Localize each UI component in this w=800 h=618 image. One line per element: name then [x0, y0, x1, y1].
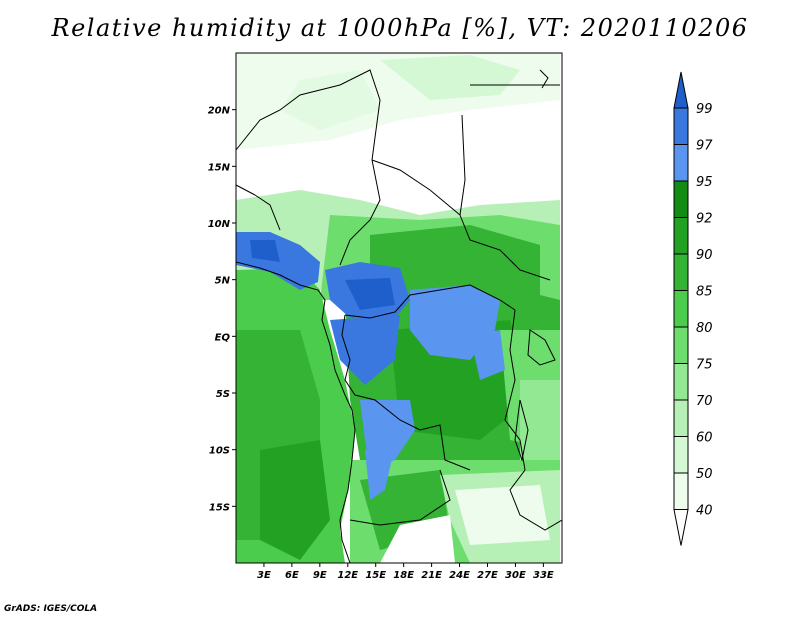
colorbar-segment	[673, 399, 689, 437]
colorbar-segment	[673, 253, 689, 291]
longitude-axis: 3E 6E 9E 12E 15E 18E 21E 24E 27E 30E 33E	[257, 563, 554, 581]
colorbar-label: 97	[696, 139, 713, 154]
lon-label: 6E	[285, 570, 299, 581]
colorbar-label: 95	[696, 175, 713, 190]
map-title: Relative humidity at 1000hPa [%], VT: 20…	[51, 14, 749, 42]
lat-label: 5S	[216, 389, 230, 400]
colorbar-label: 75	[696, 358, 713, 373]
grads-credit: GrADS: IGES/COLA	[4, 604, 98, 614]
lon-label: 9E	[313, 570, 327, 581]
humidity-field	[236, 53, 562, 563]
colorbar-label: 40	[696, 504, 713, 519]
lon-label: 24E	[449, 570, 470, 581]
colorbar-label: 50	[696, 467, 713, 482]
colorbar-segment	[673, 472, 689, 510]
map-frame	[235, 52, 563, 564]
lon-label: 15E	[365, 570, 386, 581]
lat-label: 10S	[209, 446, 230, 457]
lon-label: 18E	[393, 570, 414, 581]
colorbar-segment	[673, 107, 689, 145]
colorbar-segment	[673, 144, 689, 182]
colorbar-segment	[673, 290, 689, 328]
lat-label: EQ	[215, 332, 231, 343]
lat-label: 15S	[209, 502, 230, 513]
lon-label: 3E	[257, 570, 271, 581]
lon-label: 33E	[533, 570, 554, 581]
lat-label: 15N	[208, 162, 231, 173]
lat-label: 20N	[208, 106, 231, 117]
colorbar-segment	[673, 363, 689, 401]
lon-label: 30E	[505, 570, 526, 581]
colorbar-label: 92	[696, 212, 713, 227]
lon-label: 21E	[421, 570, 442, 581]
colorbar-label: 85	[696, 285, 713, 300]
colorbar-segment	[673, 436, 689, 474]
colorbar-label: 80	[696, 321, 713, 336]
lon-label: 27E	[477, 570, 498, 581]
colorbar-label: 90	[696, 248, 713, 263]
colorbar: 99 97 95 92 90 85 80 75 70 60 50 40	[673, 71, 713, 546]
lat-label: 5N	[215, 276, 231, 287]
colorbar-label: 70	[696, 394, 713, 409]
latitude-axis: 20N 15N 10N 5N EQ 5S 10S 15S	[208, 106, 236, 513]
colorbar-label: 99	[696, 102, 713, 117]
lon-label: 12E	[337, 570, 358, 581]
colorbar-label: 60	[696, 431, 713, 446]
colorbar-bottom-arrow	[673, 509, 689, 546]
colorbar-segment	[673, 326, 689, 364]
colorbar-top-arrow	[673, 71, 689, 109]
lat-label: 10N	[208, 219, 231, 230]
colorbar-segment	[673, 180, 689, 218]
colorbar-segment	[673, 217, 689, 255]
